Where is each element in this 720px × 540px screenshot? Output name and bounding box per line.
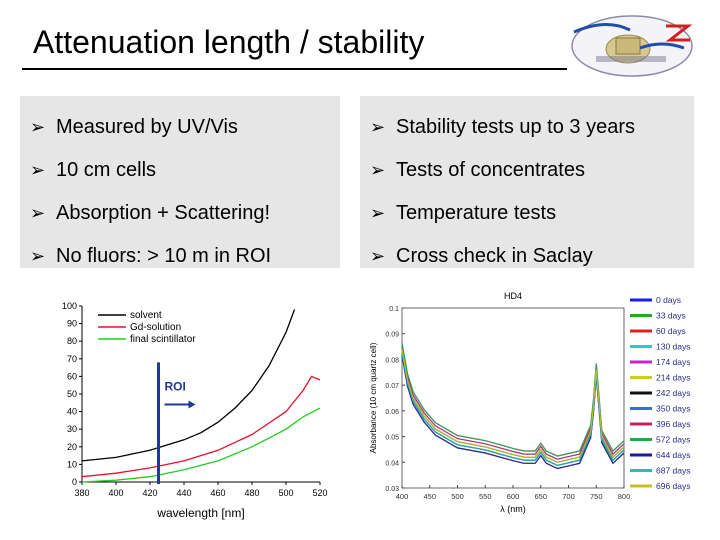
x-tick-label: 480 — [244, 488, 259, 498]
series-line-solvent — [81, 309, 296, 462]
x-tick-label: 420 — [142, 488, 157, 498]
y-tick-label: 80 — [67, 336, 77, 346]
y-tick-label: 0.1 — [389, 306, 399, 313]
legend-label: 130 days — [656, 342, 691, 352]
y-tick-label: 0.04 — [385, 460, 399, 467]
bullet-text: No fluors: > 10 m in ROI — [56, 245, 272, 267]
x-tick-label: 520 — [312, 488, 327, 498]
right-bullet-list: ➢ Stability tests up to 3 years ➢ Tests of… — [360, 96, 694, 278]
x-axis-label: wavelength [nm] — [156, 506, 244, 520]
y-tick-label: 0.09 — [385, 332, 399, 339]
y-tick-label: 100 — [62, 301, 77, 311]
arrow-bullet-icon: ➢ — [370, 246, 386, 267]
x-tick-label: 750 — [590, 492, 603, 501]
y-tick-label: 40 — [67, 407, 77, 417]
y-tick-label: 90 — [67, 319, 77, 329]
y-tick-label: 50 — [67, 389, 77, 399]
list-item: ➢ Tests of concentrates — [360, 149, 694, 192]
list-item: ➢ Measured by UV/Vis — [20, 106, 340, 149]
x-tick-label: 380 — [74, 488, 89, 498]
legend-label: 644 days — [656, 450, 691, 460]
attenuation-chart: 0 10 20 30 40 50 60 70 80 90 100 380 400 420 440 460 480… — [62, 301, 328, 520]
legend-label: 33 days — [656, 311, 686, 321]
series-line-696-days — [401, 348, 625, 463]
legend-label: 572 days — [656, 435, 691, 445]
list-item: ➢ Absorption + Scattering! — [20, 192, 340, 235]
x-tick-label: 400 — [108, 488, 123, 498]
x-tick-label: 500 — [278, 488, 293, 498]
legend-label: 174 days — [656, 357, 691, 367]
y-tick-label: 0.06 — [385, 409, 399, 416]
arrow-bullet-icon: ➢ — [30, 246, 46, 267]
arrow-bullet-icon: ➢ — [370, 160, 386, 181]
x-tick-label: 440 — [176, 488, 191, 498]
arrow-bullet-icon: ➢ — [30, 117, 46, 138]
right-bullet-box: ➢ Stability tests up to 3 years ➢ Tests of… — [360, 96, 694, 268]
y-tick-label: 60 — [67, 371, 77, 381]
legend-label: 0 days — [656, 295, 681, 305]
roi-label: ROI — [165, 379, 186, 393]
x-tick-label: 600 — [507, 492, 520, 501]
y-tick-label: 0.07 — [385, 383, 399, 390]
y-tick-label: 70 — [67, 354, 77, 364]
y-tick-label: 30 — [67, 424, 77, 434]
legend-label: 60 days — [656, 326, 686, 336]
legend-label: 242 days — [656, 388, 691, 398]
x-tick-label: 650 — [534, 492, 547, 501]
bullet-text: Cross check in Saclay — [396, 245, 593, 267]
y-tick-label: 0 — [72, 477, 77, 487]
legend-label: 350 days — [656, 404, 691, 414]
legend-label: 696 days — [656, 481, 691, 491]
left-bullet-list: ➢ Measured by UV/Vis ➢ 10 cm cells ➢ Absorp… — [20, 96, 340, 278]
arrow-bullet-icon: ➢ — [30, 203, 46, 224]
x-tick-label: 500 — [451, 492, 464, 501]
y-tick-label: 0.03 — [385, 486, 399, 493]
bullet-text: Temperature tests — [396, 202, 557, 224]
list-item: ➢ 10 cm cells — [20, 149, 340, 192]
legend-label: Gd-solution — [130, 322, 181, 333]
y-tick-label: 0.05 — [385, 435, 399, 442]
roi-arrow-head — [188, 400, 196, 409]
series-line-final-scintillator — [81, 407, 321, 483]
list-item: ➢ No fluors: > 10 m in ROI — [20, 235, 340, 278]
series-line-gd-solution — [81, 375, 321, 478]
left-bullet-box: ➢ Measured by UV/Vis ➢ 10 cm cells ➢ Absorp… — [20, 96, 340, 268]
legend-label: final scintillator — [130, 334, 196, 345]
arrow-bullet-icon: ➢ — [370, 117, 386, 138]
legend-label: solvent — [130, 310, 162, 321]
stability-chart: HD4 0.03 0.04 0.05 0.06 0.07 0.08 0.09 0.1 400 450… — [369, 291, 691, 514]
legend-label: 214 days — [656, 373, 691, 383]
roi-box — [146, 372, 193, 429]
x-tick-label: 550 — [479, 492, 492, 501]
bullet-text: Stability tests up to 3 years — [396, 116, 636, 138]
slide-title: Attenuation length / stability — [33, 24, 425, 60]
arrow-bullet-icon: ➢ — [30, 160, 46, 181]
title-underline — [22, 68, 567, 70]
list-item: ➢ Cross check in Saclay — [360, 235, 694, 278]
y-tick-label: 10 — [67, 459, 77, 469]
chart-title: HD4 — [504, 291, 522, 301]
x-tick-label: 700 — [562, 492, 575, 501]
legend-label: 687 days — [656, 466, 691, 476]
y-tick-label: 0.08 — [385, 357, 399, 364]
x-tick-label: 400 — [396, 492, 409, 501]
list-item: ➢ Stability tests up to 3 years — [360, 106, 694, 149]
arrow-bullet-icon: ➢ — [370, 203, 386, 224]
bullet-text: Measured by UV/Vis — [56, 116, 238, 138]
bullet-text: Absorption + Scattering! — [56, 202, 271, 224]
x-tick-label: 460 — [210, 488, 225, 498]
y-tick-label: 20 — [67, 442, 77, 452]
double-chooz-logo — [571, 15, 693, 77]
legend-label: 396 days — [656, 419, 691, 429]
y-axis-label: Absorbance (10 cm quartz cell) — [369, 342, 378, 453]
bullet-text: Tests of concentrates — [396, 159, 585, 181]
x-axis-label: λ (nm) — [500, 504, 526, 514]
x-tick-label: 800 — [618, 492, 631, 501]
list-item: ➢ Temperature tests — [360, 192, 694, 235]
x-tick-label: 450 — [423, 492, 436, 501]
bullet-text: 10 cm cells — [56, 159, 157, 181]
